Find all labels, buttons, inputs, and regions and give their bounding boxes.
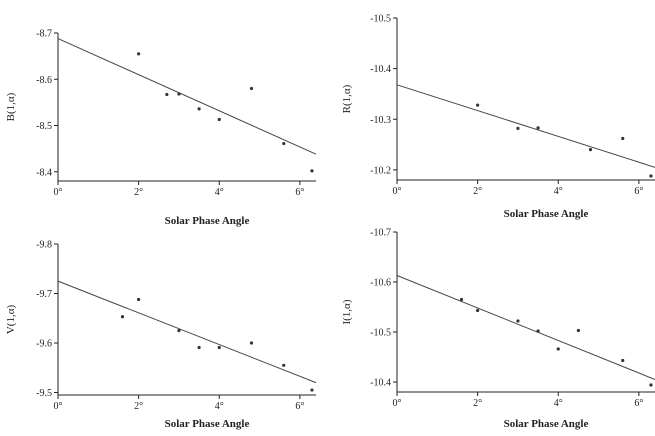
data-point — [282, 141, 286, 146]
data-point — [649, 174, 653, 178]
y-tick-label: -10.2 — [370, 165, 391, 176]
data-point — [536, 329, 540, 333]
y-tick-label: -9.6 — [36, 339, 52, 350]
y-tick-label: -10.5 — [370, 14, 391, 25]
data-point — [556, 347, 560, 351]
y-tick-label: -8.5 — [36, 121, 52, 132]
x-axis-title: Solar Phase Angle — [504, 418, 589, 430]
y-tick-label: -9.8 — [36, 240, 52, 251]
x-tick-label: 6° — [634, 398, 643, 409]
data-point — [459, 297, 464, 302]
data-point — [177, 329, 181, 333]
data-point — [249, 341, 254, 345]
y-tick-label: -10.5 — [370, 328, 391, 339]
fit-line — [57, 280, 317, 384]
x-tick-label: 0° — [54, 401, 63, 412]
y-axis-title: I(1,α) — [341, 299, 353, 324]
data-point — [197, 345, 201, 350]
y-tick-label: -8.6 — [36, 75, 52, 86]
x-tick-label: 4° — [554, 186, 563, 197]
x-tick-label: 4° — [554, 398, 563, 409]
data-point — [217, 345, 221, 350]
x-tick-label: 2° — [473, 398, 482, 409]
y-tick-label: -8.7 — [36, 29, 52, 40]
y-tick-label: -10.4 — [370, 64, 391, 75]
y-tick-label: -10.3 — [370, 115, 391, 126]
x-tick-label: 2° — [473, 186, 482, 197]
data-point — [476, 308, 480, 313]
y-axis-title: R(1,α) — [341, 84, 353, 113]
data-point — [516, 126, 520, 130]
data-point — [137, 52, 141, 56]
x-tick-label: 0° — [54, 187, 63, 198]
data-point — [120, 315, 125, 319]
data-point — [649, 383, 653, 387]
y-axis-title: B(1,α) — [5, 92, 17, 121]
data-point — [621, 136, 625, 141]
data-point — [177, 92, 181, 96]
panel-b-magnitude: -8.7 -8.6 -8.5 -8.40° 2° 4° 6° Solar Phase Angl… — [5, 29, 317, 227]
x-tick-label: 0° — [393, 398, 402, 409]
x-tick-label: 2° — [134, 187, 143, 198]
data-point — [282, 363, 286, 367]
x-axis-title: Solar Phase Angle — [504, 208, 589, 220]
panel-v-magnitude: -9.8 -9.7 -9.6 -9.50° 2° 4° 6° Solar Phase Angl… — [5, 240, 317, 430]
y-axis-title: V(1,α) — [5, 305, 17, 335]
fit-line — [396, 275, 655, 380]
data-point — [476, 103, 480, 107]
data-point — [536, 126, 540, 130]
x-tick-label: 4° — [215, 187, 224, 198]
data-point — [310, 388, 314, 392]
data-point — [576, 328, 581, 333]
y-tick-label: -10.6 — [370, 278, 391, 289]
panel-r-magnitude: -10.5 -10.4 -10.3 -10.20° 2° 4° 6° Solar Phase … — [341, 14, 655, 220]
x-tick-label: 4° — [215, 401, 224, 412]
x-tick-label: 6° — [634, 186, 643, 197]
y-tick-label: -10.7 — [370, 228, 391, 239]
fit-line — [57, 38, 317, 155]
x-tick-label: 6° — [295, 187, 304, 198]
fit-line — [396, 84, 655, 168]
data-point — [165, 92, 169, 97]
data-point — [249, 86, 254, 91]
x-axis-title: Solar Phase Angle — [165, 418, 250, 430]
y-tick-label: -9.7 — [36, 289, 52, 300]
data-point — [217, 117, 221, 122]
data-point — [621, 358, 625, 363]
x-tick-label: 6° — [295, 401, 304, 412]
data-point — [197, 107, 201, 111]
y-tick-label: -9.5 — [36, 388, 52, 399]
y-tick-label: -8.4 — [36, 167, 52, 178]
x-tick-label: 0° — [393, 186, 402, 197]
data-point — [137, 297, 141, 302]
data-point — [516, 319, 520, 323]
x-tick-label: 2° — [134, 401, 143, 412]
panel-i-magnitude: -10.7 -10.6 -10.5 -10.40° 2° 4° 6° Solar Phase … — [341, 228, 655, 430]
y-tick-label: -10.4 — [370, 378, 391, 389]
data-point — [588, 148, 593, 152]
data-point — [310, 169, 314, 173]
x-axis-title: Solar Phase Angle — [165, 215, 250, 227]
